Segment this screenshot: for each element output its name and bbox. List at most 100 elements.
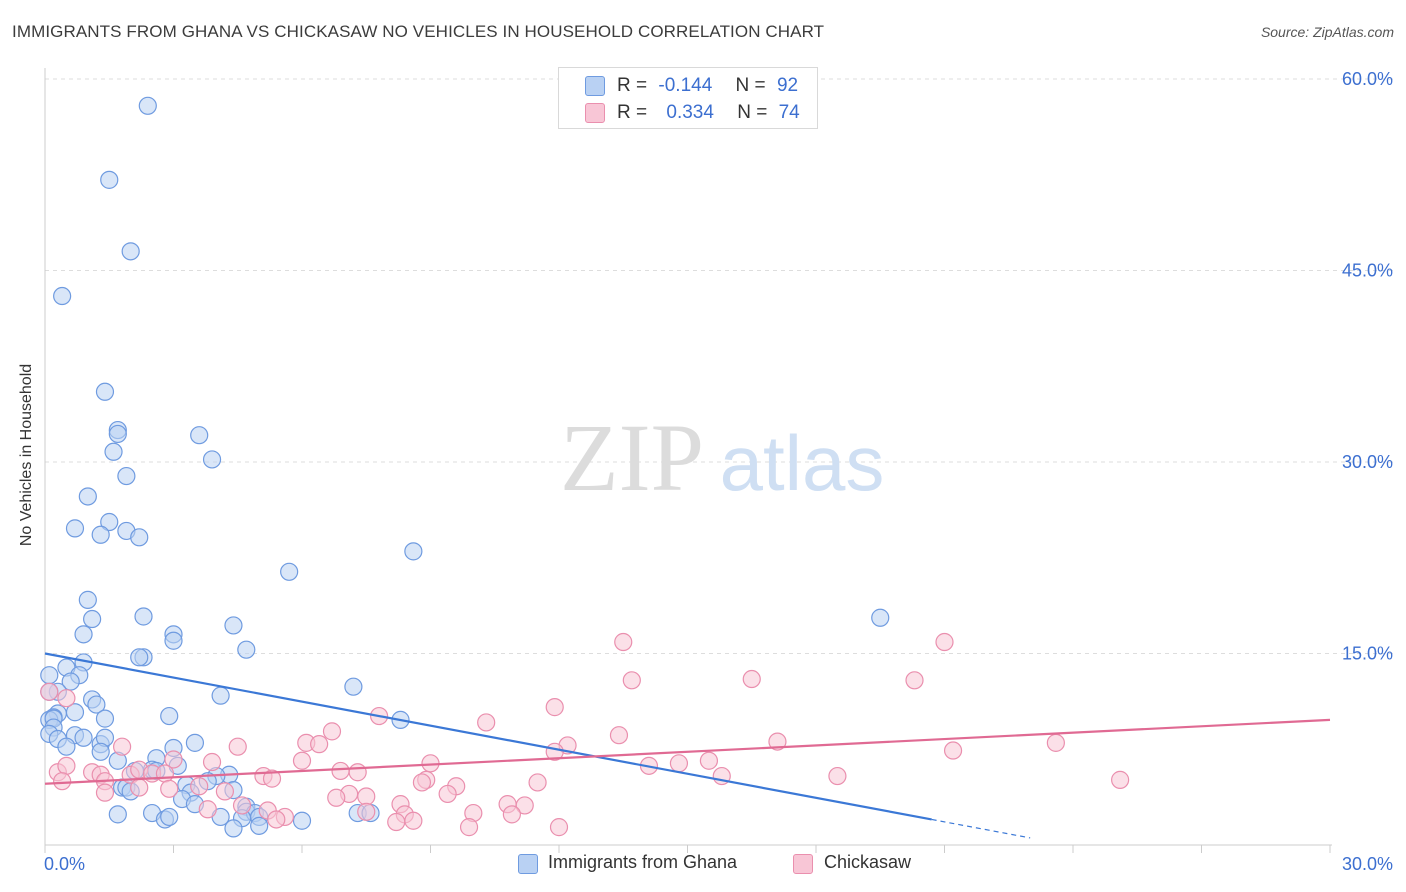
ghana-point [65,519,85,538]
chart-title: IMMIGRANTS FROM GHANA VS CHICKASAW NO VE… [12,22,825,41]
bottom-legend-swatch-ghana [518,854,538,874]
chickasaw-point [190,777,209,796]
ghana-point [95,382,115,401]
ghana-point [65,703,85,722]
ghana-point [100,170,119,189]
ghana-point [871,608,890,627]
legend-n-value: 74 [778,102,800,123]
chickasaw-point [412,773,432,792]
chickasaw-point [515,796,534,815]
chickasaw-point [614,632,633,652]
ghana-point [40,666,59,685]
chickasaw-point [609,726,629,745]
ghana-point [74,625,93,644]
chickasaw-point [310,735,329,754]
chickasaw-point [348,763,367,782]
chickasaw-point [228,737,247,756]
chickasaw-point [438,784,457,804]
chickasaw-point [160,779,179,798]
ghana-point [185,733,205,752]
chickasaw-point [164,750,183,769]
chickasaw-point [935,632,954,652]
x-tick-label: 30.0% [1342,854,1393,874]
ghana-point [57,737,76,756]
chickasaw-point [267,810,286,829]
ghana-point [108,805,127,824]
watermark-atlas: atlas [720,419,885,507]
legend-swatch-ghana [585,76,605,96]
chickasaw-point [53,772,72,791]
ghana-point [280,562,299,581]
bottom-legend-label-chickasaw: Chickasaw [824,852,912,872]
ghana-point [138,96,157,115]
chickasaw-point [669,754,689,773]
ghana-point [78,487,97,506]
chickasaw-point [545,698,564,717]
ghana-point [100,512,119,532]
ghana-point [404,542,423,561]
ghana-point [190,426,209,445]
chickasaw-point [292,751,312,770]
chickasaw-point [528,773,547,792]
chickasaw-point [322,722,342,741]
legend-n-label: N = [737,102,768,123]
chickasaw-point [130,778,149,797]
chickasaw-point [459,818,479,837]
legend-row-chickasaw: R = 0.334 N = 74 [617,102,800,126]
x-tick-label: 0.0% [44,854,85,874]
trend-lines [44,652,1331,839]
ghana-trend-line-extension [931,818,1031,839]
y-tick-label: 60.0% [1342,69,1393,89]
legend-r-value: -0.144 [658,75,713,96]
ghana-point [95,709,115,728]
chickasaw-point [327,788,346,807]
ghana-point [78,590,97,609]
legend-swatch-chickasaw [585,103,605,123]
chickasaw-point [742,669,761,689]
chickasaw-point [331,761,350,781]
source-credit: Source: ZipAtlas.com [1260,24,1394,40]
chickasaw-point [57,689,76,708]
y-tick-label: 30.0% [1342,452,1393,472]
correlation-legend: R = -0.144 N = 92 R = 0.334 N = 74 [558,67,818,129]
ghana-point [104,442,123,461]
chickasaw-point [943,741,963,760]
ghana-point [130,648,149,667]
ghana-point [87,695,106,714]
ghana-point [202,450,222,469]
legend-n-value: 92 [776,75,799,96]
ghana-point [134,607,153,626]
chickasaw-point [57,756,76,775]
ghana-point [344,677,363,696]
chickasaw-point [699,751,719,770]
legend-r-value: 0.334 [666,102,714,123]
watermark-zip: ZIP [560,404,704,511]
ghana-trend-line [44,652,932,821]
ghana-point [237,640,256,659]
chickasaw-point [404,811,423,830]
chickasaw-point [1111,770,1130,789]
legend-r-label: R = [617,102,648,123]
data-points [40,96,1130,838]
ghana-point [83,609,102,629]
bottom-legend-label-ghana: Immigrants from Ghana [548,852,738,872]
ghana-point [61,672,80,691]
chickasaw-point [549,818,569,837]
ghana-point [224,616,243,635]
chickasaw-trend-line [44,718,1331,785]
chickasaw-point [112,737,132,756]
ghana-point [130,528,149,547]
ghana-point [292,811,312,830]
ghana-point [250,816,269,835]
ghana-point [74,728,93,747]
watermark: ZIP atlas [560,404,884,511]
ghana-point [108,424,127,444]
chickasaw-point [215,782,234,801]
chickasaw-point [622,671,641,690]
ghana-point [91,742,110,761]
chickasaw-point [95,783,115,802]
y-tick-label: 45.0% [1342,261,1393,281]
ghana-point [164,631,183,650]
chickasaw-point [232,796,252,815]
